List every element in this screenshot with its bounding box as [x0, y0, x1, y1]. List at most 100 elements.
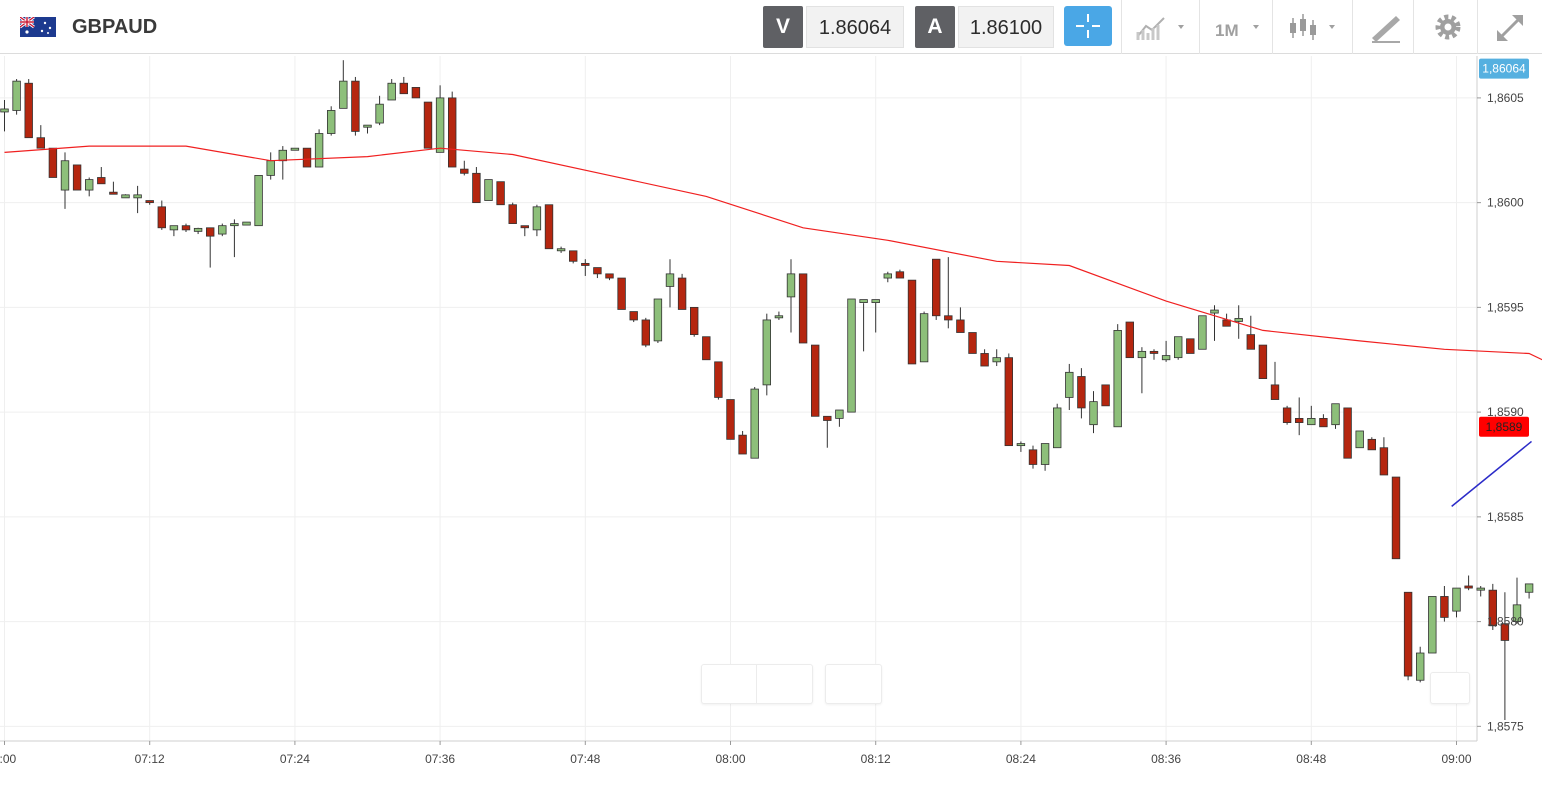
- ma-value-label: 1,8589: [1486, 420, 1523, 434]
- bear-candle: [739, 435, 747, 454]
- bear-candle: [1344, 408, 1352, 458]
- bull-candle: [170, 226, 178, 230]
- gear-icon: [1428, 6, 1468, 48]
- bear-candle: [715, 362, 723, 398]
- sell-tag[interactable]: V: [763, 6, 803, 48]
- bull-candle: [364, 125, 372, 127]
- bull-candle: [436, 98, 444, 152]
- bear-candle: [1102, 385, 1110, 406]
- x-tick-label: 08:48: [1296, 752, 1326, 766]
- bear-candle: [182, 226, 190, 230]
- bull-candle: [666, 274, 674, 287]
- bull-candle: [1138, 351, 1146, 357]
- candle-style-dropdown[interactable]: [1285, 6, 1345, 48]
- bull-candle: [267, 161, 275, 176]
- bull-candle: [485, 180, 493, 201]
- bear-candle: [618, 278, 626, 309]
- bear-candle: [1392, 477, 1400, 559]
- x-tick-label: 07:12: [135, 752, 165, 766]
- drawing-tools-button[interactable]: [1366, 6, 1406, 48]
- bull-candle: [1416, 653, 1424, 680]
- reset-view-button[interactable]: [825, 664, 882, 704]
- bull-candle: [388, 83, 396, 100]
- uk-australia-flag-icon: [20, 17, 56, 37]
- bull-candle: [122, 195, 130, 198]
- bear-candle: [811, 345, 819, 416]
- bull-candle: [61, 161, 69, 190]
- timeframe-dropdown[interactable]: 1M: [1212, 6, 1264, 48]
- bear-candle: [727, 400, 735, 440]
- scroll-to-latest-button[interactable]: [1430, 672, 1470, 704]
- bear-candle: [1029, 450, 1037, 465]
- bull-candle: [13, 81, 21, 110]
- buy-tag[interactable]: A: [915, 6, 955, 48]
- bear-candle: [824, 416, 832, 420]
- x-tick-label: 7:00: [0, 752, 17, 766]
- x-tick-label: 08:24: [1006, 752, 1036, 766]
- crosshair-button[interactable]: [1064, 6, 1112, 46]
- bear-candle: [1380, 448, 1388, 475]
- bear-candle: [509, 205, 517, 224]
- bull-candle: [243, 222, 251, 225]
- x-tick-label: 07:36: [425, 752, 455, 766]
- bear-candle: [908, 280, 916, 364]
- bear-candle: [521, 226, 529, 228]
- bull-candle: [1211, 310, 1219, 313]
- bear-candle: [545, 205, 553, 249]
- bull-candle: [860, 300, 868, 303]
- bear-candle: [400, 83, 408, 93]
- bull-candle: [848, 299, 856, 412]
- y-tick-label: 1,8600: [1487, 196, 1524, 210]
- bear-candle: [582, 263, 590, 265]
- bull-candle: [775, 316, 783, 318]
- bear-candle: [352, 81, 360, 131]
- bull-candle: [872, 300, 880, 303]
- candlestick-icon: [1285, 6, 1345, 48]
- bear-candle: [49, 148, 57, 177]
- pencil-ruler-icon: [1366, 6, 1406, 48]
- bull-candle: [1090, 402, 1098, 425]
- bull-candle: [1429, 596, 1437, 653]
- bear-candle: [1259, 345, 1267, 379]
- bull-candle: [1053, 408, 1061, 448]
- bull-candle: [654, 299, 662, 341]
- bear-candle: [1320, 418, 1328, 426]
- bull-candle: [1308, 418, 1316, 424]
- bear-candle: [98, 177, 106, 183]
- sell-price[interactable]: 1.86064: [806, 6, 904, 48]
- chart-type-dropdown[interactable]: [1134, 6, 1194, 48]
- bear-candle: [1150, 351, 1158, 353]
- buy-price[interactable]: 1.86100: [958, 6, 1054, 48]
- bear-candle: [969, 333, 977, 354]
- bear-candle: [690, 307, 698, 334]
- bull-candle: [376, 104, 384, 123]
- bear-candle: [412, 87, 420, 97]
- bull-candle: [993, 358, 1001, 362]
- x-tick-label: 09:00: [1441, 752, 1471, 766]
- bear-candle: [473, 173, 481, 202]
- bear-candle: [146, 201, 154, 203]
- bull-candle: [920, 314, 928, 362]
- x-tick-label: 08:12: [861, 752, 891, 766]
- bull-candle: [315, 134, 323, 168]
- bull-candle: [1162, 356, 1170, 360]
- y-tick-label: 1,8575: [1487, 719, 1524, 733]
- zoom-controls[interactable]: [701, 664, 813, 704]
- fullscreen-button[interactable]: [1490, 6, 1530, 48]
- bear-candle: [896, 272, 904, 278]
- bull-candle: [1332, 404, 1340, 425]
- bull-candle: [836, 410, 844, 418]
- bear-candle: [424, 102, 432, 148]
- bull-candle: [751, 389, 759, 458]
- bull-candle: [1477, 588, 1485, 590]
- bear-candle: [448, 98, 456, 167]
- bear-candle: [461, 169, 469, 173]
- bull-candle: [1174, 337, 1182, 358]
- bear-candle: [158, 207, 166, 228]
- chart-toolbar: GBPAUD V 1.86064 A 1.86100 1M: [0, 0, 1542, 54]
- bear-candle: [1368, 439, 1376, 449]
- bear-candle: [1126, 322, 1134, 358]
- bull-candle: [1525, 584, 1533, 592]
- settings-button[interactable]: [1428, 6, 1468, 48]
- y-tick-label: 1,8595: [1487, 300, 1524, 314]
